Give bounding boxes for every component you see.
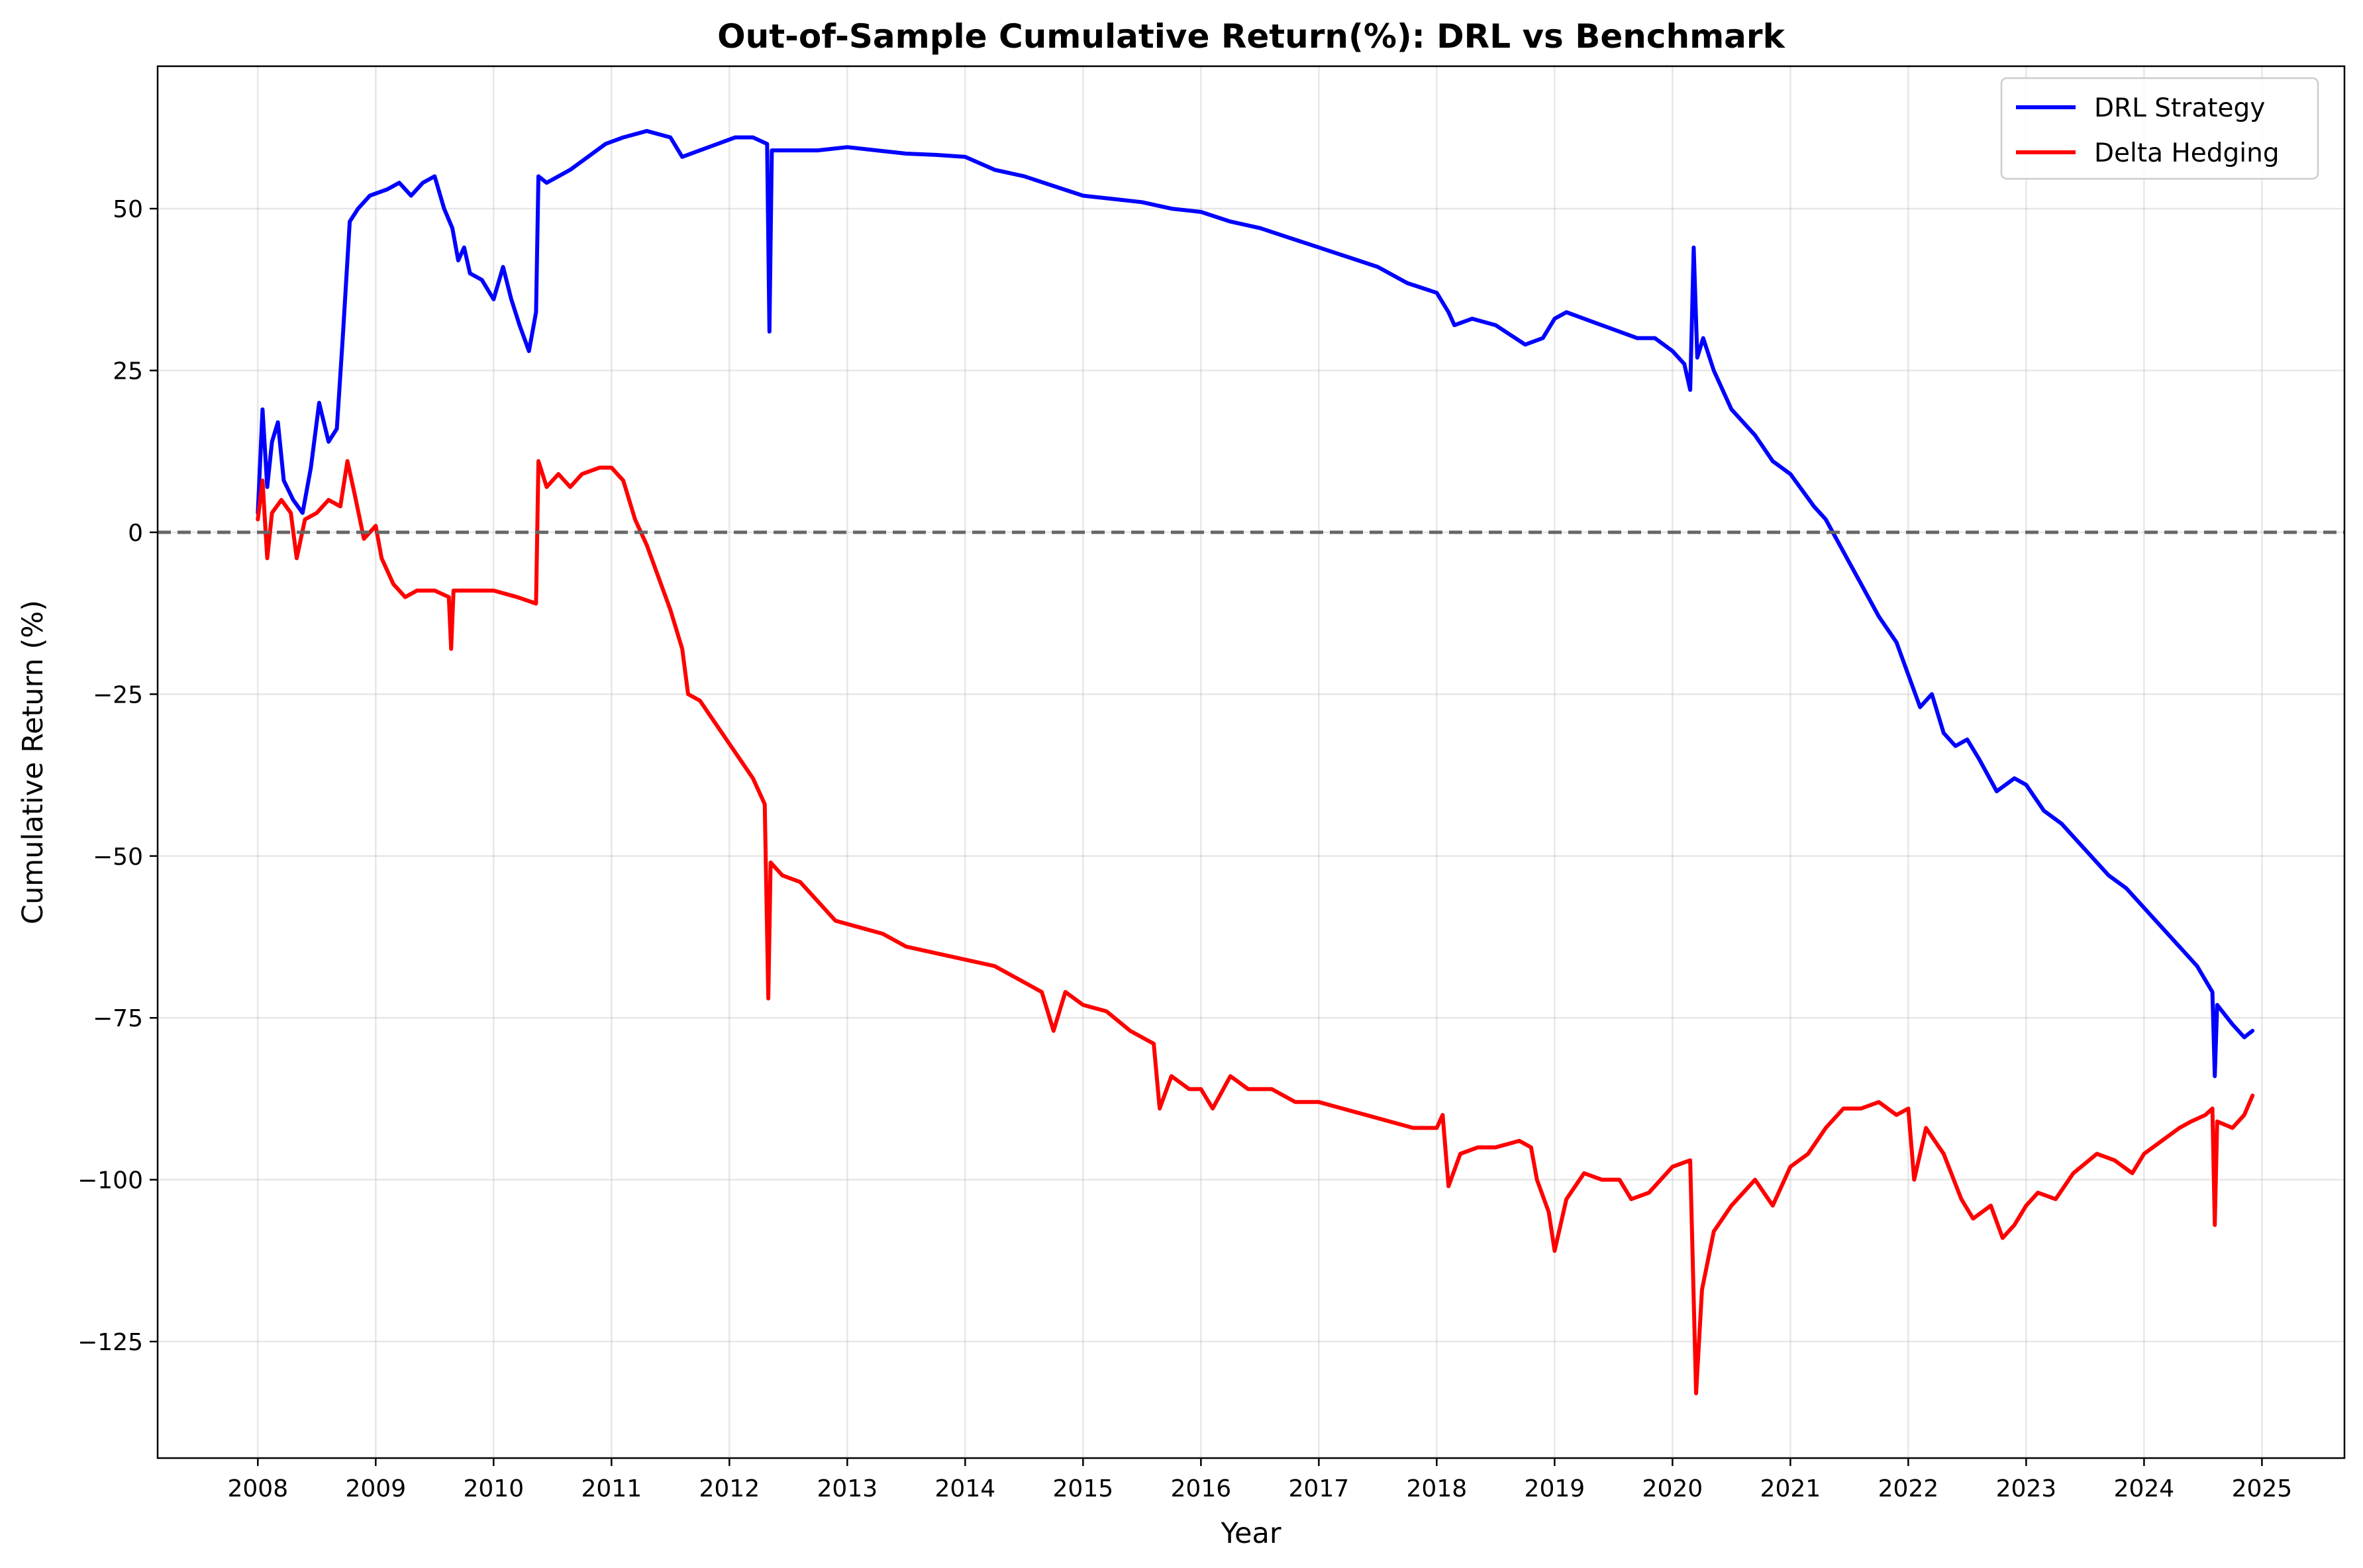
legend-label: Delta Hedging bbox=[2094, 138, 2280, 168]
x-tick-label: 2014 bbox=[935, 1475, 996, 1502]
x-tick-label: 2022 bbox=[1878, 1475, 1939, 1502]
series-line-delta-hedging bbox=[256, 459, 2255, 1396]
x-tick-label: 2009 bbox=[345, 1475, 406, 1502]
x-tick-label: 2013 bbox=[817, 1475, 878, 1502]
y-tick-label: −25 bbox=[93, 681, 143, 709]
legend-label: DRL Strategy bbox=[2094, 93, 2265, 123]
x-tick-label: 2020 bbox=[1642, 1475, 1703, 1502]
x-tick-label: 2012 bbox=[699, 1475, 760, 1502]
x-tick-label: 2010 bbox=[464, 1475, 525, 1502]
x-tick-label: 2017 bbox=[1289, 1475, 1350, 1502]
x-tick-label: 2018 bbox=[1407, 1475, 1468, 1502]
x-tick-label: 2015 bbox=[1053, 1475, 1114, 1502]
x-tick-label: 2019 bbox=[1525, 1475, 1585, 1502]
y-tick-label: 50 bbox=[113, 196, 143, 223]
y-axis-label: Cumulative Return (%) bbox=[17, 600, 50, 924]
x-tick-label: 2016 bbox=[1171, 1475, 1232, 1502]
y-tick-label: −100 bbox=[77, 1167, 143, 1195]
x-axis-ticks: 2008 2009 2010 2011 2012 2013 2014 2015 2016 2017… bbox=[227, 1458, 2292, 1502]
x-tick-label: 2011 bbox=[581, 1475, 642, 1502]
y-tick-label: −75 bbox=[93, 1005, 143, 1032]
series-layer bbox=[256, 128, 2255, 1396]
chart-title: Out-of-Sample Cumulative Return(%): DRL … bbox=[717, 17, 1785, 56]
y-tick-label: −125 bbox=[77, 1329, 143, 1356]
y-tick-label: −50 bbox=[93, 844, 143, 871]
series-line-drl-strategy bbox=[256, 128, 2255, 1079]
y-tick-label: 25 bbox=[113, 358, 143, 385]
x-tick-label: 2023 bbox=[1996, 1475, 2057, 1502]
y-axis-ticks: 50 25 0 −25 −50 −75 −100 −125 bbox=[77, 196, 158, 1356]
x-tick-label: 2008 bbox=[227, 1475, 288, 1502]
x-axis-label: Year bbox=[1220, 1517, 1281, 1550]
x-tick-label: 2025 bbox=[2232, 1475, 2293, 1502]
x-tick-label: 2024 bbox=[2114, 1475, 2175, 1502]
legend: DRL Strategy Delta Hedging bbox=[2000, 77, 2319, 180]
x-tick-label: 2021 bbox=[1760, 1475, 1821, 1502]
y-tick-label: 0 bbox=[128, 520, 143, 547]
plot-frame bbox=[156, 65, 2346, 1459]
legend-box bbox=[2000, 77, 2319, 180]
